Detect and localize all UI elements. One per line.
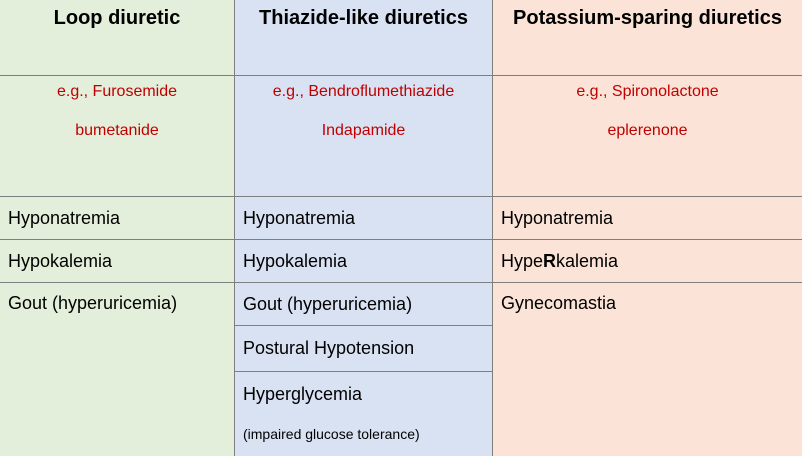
thiazide-effect-3: Gout (hyperuricemia) (235, 283, 492, 326)
thiazide-effect-4: Postural Hypotension (235, 326, 492, 372)
ksparing-effect-3: Gynecomastia (501, 293, 617, 313)
thiazide-effect-5-cell: Hyperglycemia (impaired glucose toleranc… (235, 372, 492, 456)
thiazide-effect-1: Hyponatremia (235, 197, 492, 240)
loop-example-2: bumetanide (75, 122, 159, 139)
loop-examples: e.g., Furosemide bumetanide (0, 76, 234, 197)
thiazide-example-1: e.g., Bendroflumethiazide (272, 83, 455, 100)
thiazide-header: Thiazide-like diuretics (235, 0, 492, 76)
loop-header: Loop diuretic (0, 0, 234, 76)
ksparing-example-1: e.g., Spironolactone (576, 83, 719, 100)
loop-effect-2: Hypokalemia (0, 240, 234, 283)
ksparing-effect-3-cell: Gynecomastia (493, 283, 802, 456)
ksparing-examples: e.g., Spironolactone eplerenone (493, 76, 802, 197)
loop-example-1: e.g., Furosemide (56, 83, 178, 100)
ksparing-effect-1: Hyponatremia (493, 197, 802, 240)
loop-effect-1: Hyponatremia (0, 197, 234, 240)
thiazide-effect-5-note: (impaired glucose tolerance) (243, 426, 420, 442)
ksparing-header: Potassium-sparing diuretics (493, 0, 802, 76)
hyperkalemia-part-3: kalemia (556, 250, 619, 271)
potassium-sparing-column: Potassium-sparing diuretics e.g., Spiron… (493, 0, 802, 456)
loop-effect-3-cell: Gout (hyperuricemia) (0, 283, 234, 456)
thiazide-examples: e.g., Bendroflumethiazide Indapamide (235, 76, 492, 197)
thiazide-effect-5: Hyperglycemia (243, 384, 363, 404)
loop-diuretic-column: Loop diuretic e.g., Furosemide bumetanid… (0, 0, 234, 456)
thiazide-example-2: Indapamide (321, 122, 406, 139)
loop-effect-3: Gout (hyperuricemia) (8, 293, 178, 313)
thiazide-effect-2: Hypokalemia (235, 240, 492, 283)
ksparing-example-2: eplerenone (607, 122, 688, 139)
hyperkalemia-part-1: Hype (501, 250, 544, 271)
hyperkalemia-part-r: R (543, 250, 557, 271)
thiazide-column: Thiazide-like diuretics e.g., Bendroflum… (234, 0, 493, 456)
